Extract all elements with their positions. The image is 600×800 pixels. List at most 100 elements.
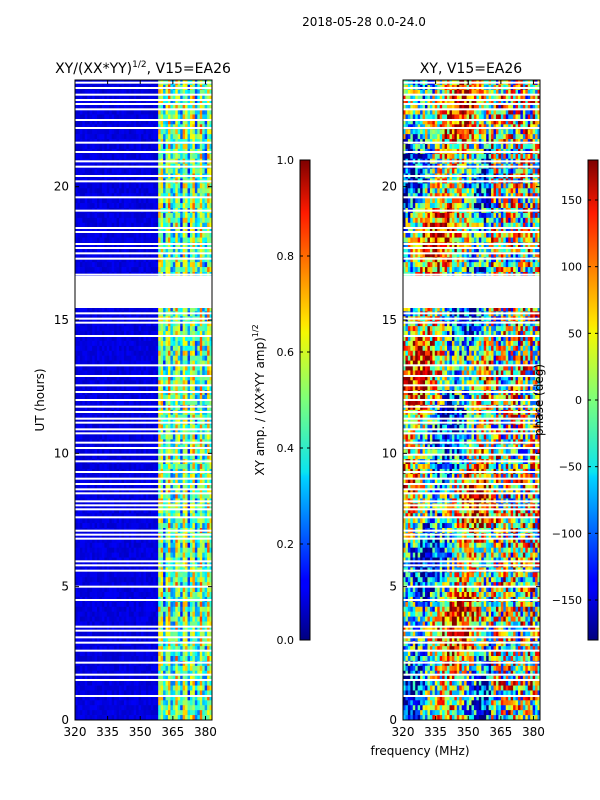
amp-cell	[79, 340, 83, 347]
amp-cell	[150, 424, 154, 430]
amp-cell	[87, 336, 91, 342]
amp-cell	[111, 336, 115, 342]
amp-cell	[145, 449, 149, 455]
amp-cell	[97, 94, 100, 101]
amp-cell	[123, 262, 127, 268]
amp-cell	[165, 99, 169, 106]
amp-cell	[114, 365, 117, 371]
amp-cell	[155, 493, 159, 499]
amp-cell	[170, 444, 174, 450]
amp-cell	[189, 242, 193, 248]
amp-cell	[84, 380, 88, 386]
amp-cell	[150, 365, 154, 371]
amp-cell	[121, 119, 125, 125]
amp-cell	[175, 109, 179, 115]
amp-cell	[77, 257, 81, 263]
amp-cell	[114, 198, 117, 204]
amp-cell	[87, 222, 91, 229]
amp-cell	[170, 89, 174, 96]
amp-cell	[79, 429, 83, 435]
amp-cell	[77, 144, 81, 150]
amp-cell	[109, 129, 113, 135]
amp-cell	[75, 144, 78, 150]
amp-cell	[133, 144, 137, 150]
amp-cell	[153, 424, 157, 430]
amp-cell	[133, 262, 137, 268]
amp-cell	[204, 375, 208, 381]
amp-cell	[192, 212, 196, 219]
amp-cell	[185, 114, 188, 120]
amp-cell	[109, 375, 113, 381]
amp-cell	[145, 508, 149, 514]
amp-cell	[99, 336, 103, 342]
amp-cell	[82, 217, 86, 224]
amp-cell	[99, 380, 103, 386]
amp-cell	[82, 340, 86, 347]
amp-cell	[143, 321, 147, 327]
amp-cell	[145, 242, 149, 248]
amp-cell	[180, 488, 184, 494]
amp-cell	[167, 493, 171, 499]
amp-cell	[89, 464, 93, 470]
amp-cell	[182, 336, 186, 342]
amp-cell	[77, 518, 81, 524]
amp-cell	[192, 188, 196, 194]
amp-cell	[175, 385, 179, 391]
amp-cell	[138, 355, 142, 362]
amp-cell	[101, 188, 105, 194]
amp-cell	[175, 321, 179, 327]
amp-cell	[192, 414, 196, 421]
amp-cell	[116, 400, 120, 406]
amp-cell	[182, 183, 186, 189]
amp-cell	[136, 336, 140, 342]
amp-cell	[158, 345, 162, 352]
amp-cell	[75, 345, 78, 352]
amp-cell	[194, 232, 198, 238]
amp-cell	[185, 153, 188, 160]
amp-cell	[92, 242, 95, 248]
amp-cell	[94, 331, 98, 337]
amp-cell	[141, 188, 144, 194]
amp-cell	[116, 134, 120, 140]
amp-cell	[104, 134, 108, 140]
amp-cell	[182, 488, 186, 494]
amp-cell	[145, 129, 149, 135]
amp-cell	[180, 168, 184, 174]
amp-cell	[207, 227, 210, 234]
amp-cell	[97, 395, 100, 401]
amp-cell	[138, 188, 142, 194]
amp-cell	[141, 193, 144, 199]
amp-cell	[189, 395, 193, 401]
amp-cell	[189, 365, 193, 371]
amp-cell	[207, 198, 210, 204]
amp-cell	[153, 217, 157, 224]
amp-cell	[111, 212, 115, 219]
amp-cell	[202, 444, 206, 450]
amp-cell	[119, 508, 122, 514]
amp-cell	[114, 247, 117, 253]
amp-cell	[187, 134, 191, 140]
amp-cell	[138, 385, 142, 391]
amp-cell	[175, 424, 179, 430]
amp-cell	[116, 429, 120, 435]
amp-cell	[207, 464, 210, 470]
amp-cell	[141, 483, 144, 490]
amp-cell	[160, 429, 164, 435]
amp-cell	[84, 518, 88, 524]
amp-cell	[167, 400, 171, 406]
amp-cell	[199, 193, 203, 199]
amp-cell	[126, 370, 130, 376]
amp-cell	[148, 227, 152, 234]
amp-cell	[99, 222, 103, 229]
amp-cell	[82, 237, 86, 243]
amp-cell	[141, 508, 144, 514]
amp-cell	[92, 414, 95, 421]
amp-cell	[207, 336, 210, 342]
amp-cell	[204, 513, 208, 519]
amp-cell	[75, 242, 78, 248]
amp-cell	[77, 222, 81, 229]
amp-cell	[119, 134, 122, 140]
amp-cell	[131, 380, 135, 386]
amp-cell	[150, 168, 154, 174]
